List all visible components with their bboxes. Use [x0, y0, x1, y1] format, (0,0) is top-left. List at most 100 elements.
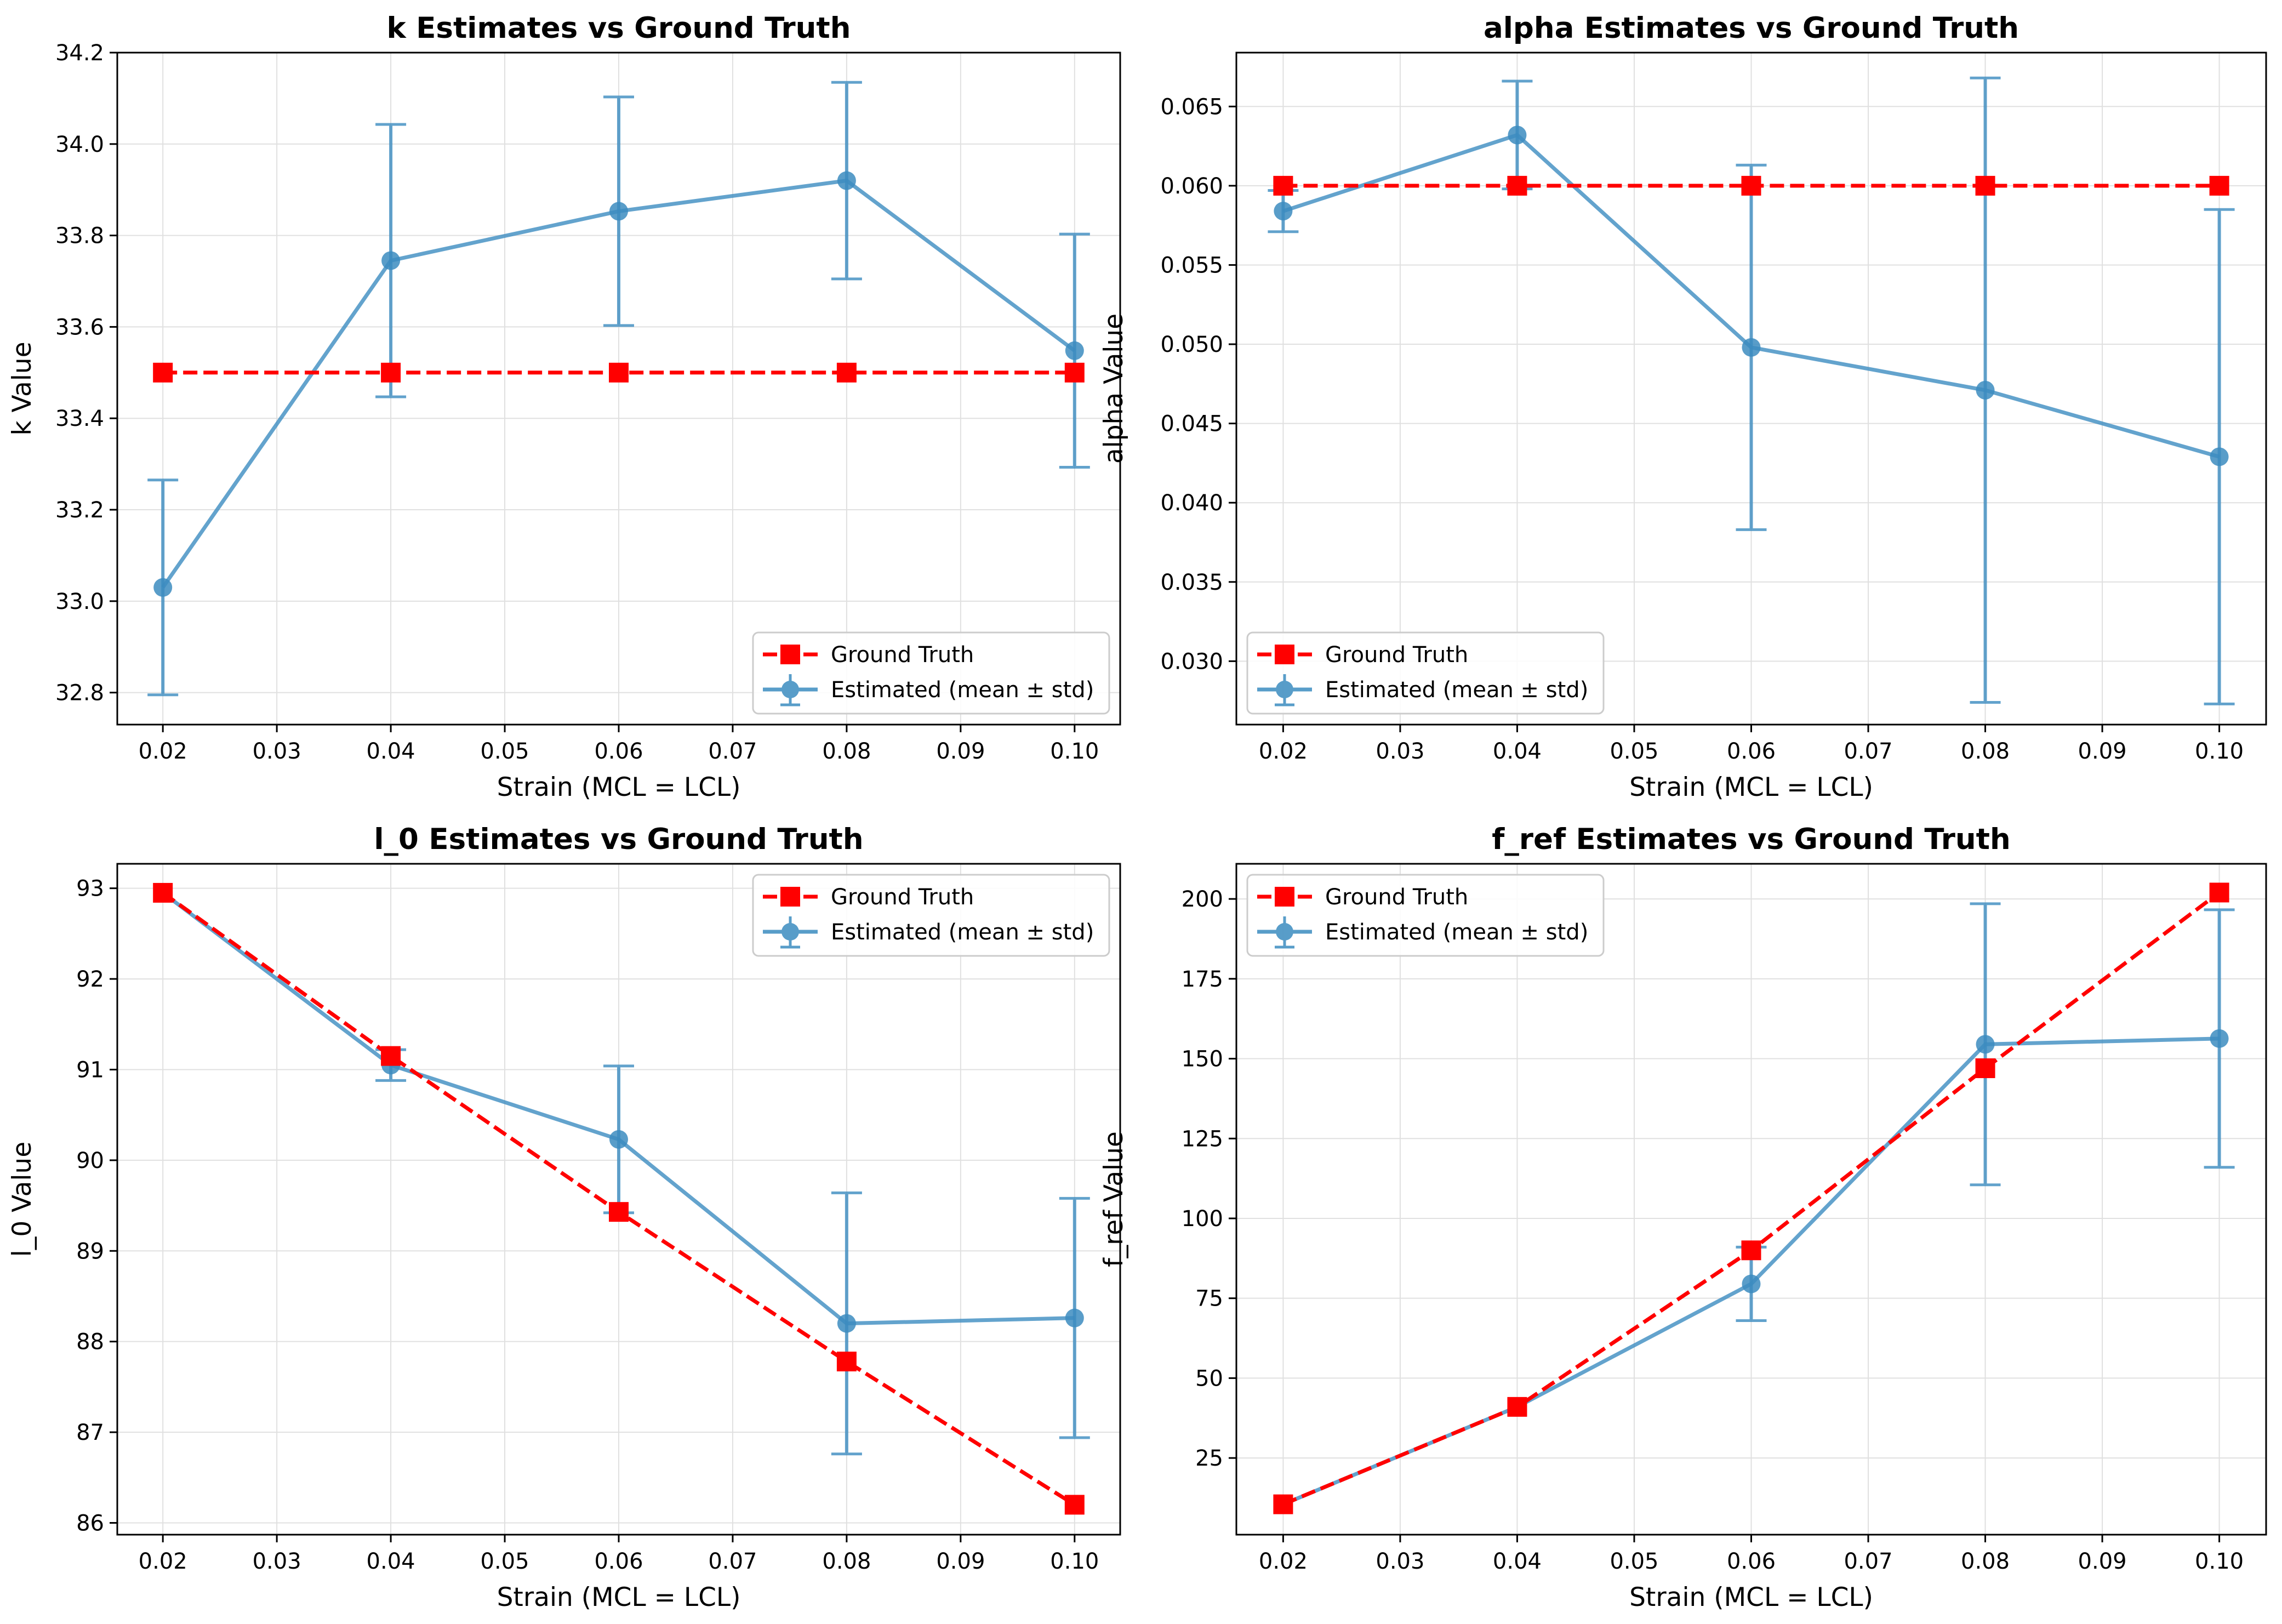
x-tick-label: 0.08: [1961, 739, 2010, 764]
legend-ground-truth-marker: [1275, 645, 1294, 664]
x-axis-label: Strain (MCL = LCL): [1629, 772, 1873, 802]
x-tick-label: 0.05: [1610, 739, 1658, 764]
estimated-point: [1742, 338, 1761, 357]
legend-ground-truth-marker: [780, 887, 800, 907]
y-tick-label: 75: [1195, 1286, 1223, 1312]
y-tick-label: 0.040: [1160, 491, 1223, 516]
ground-truth-point: [1741, 1240, 1761, 1261]
x-tick-label: 0.04: [367, 739, 415, 764]
legend-estimated-marker: [763, 674, 818, 706]
x-tick-label: 0.05: [481, 1549, 529, 1574]
x-tick-label: 0.05: [481, 739, 529, 764]
estimated-point: [2210, 1029, 2229, 1048]
legend-ground-truth-label: Ground Truth: [831, 642, 974, 668]
y-tick-label: 150: [1182, 1047, 1223, 1072]
estimated-point: [1065, 1308, 1084, 1327]
y-tick-label: 33.2: [55, 498, 104, 523]
x-tick-label: 0.08: [822, 739, 871, 764]
estimated-point: [381, 251, 401, 270]
legend-estimated-marker: [1257, 916, 1312, 949]
y-tick-label: 33.0: [55, 589, 104, 614]
estimated-point: [153, 578, 173, 597]
y-tick-label: 175: [1182, 967, 1223, 992]
ground-truth-point: [1507, 1397, 1527, 1417]
x-tick-label: 0.06: [594, 1549, 643, 1574]
x-tick-label: 0.03: [253, 739, 301, 764]
x-tick-label: 0.10: [1050, 739, 1099, 764]
x-axis-label: Strain (MCL = LCL): [1629, 1582, 1873, 1612]
legend: Ground Truth Estimated (mean ± std): [752, 631, 1110, 715]
y-tick-label: 91: [76, 1057, 104, 1082]
ground-truth-point: [1064, 1495, 1085, 1515]
x-tick-label: 0.02: [1259, 739, 1308, 764]
y-tick-label: 88: [76, 1330, 104, 1355]
y-axis-label: k Value: [7, 341, 37, 435]
x-tick-label: 0.03: [1376, 739, 1424, 764]
y-tick-label: 50: [1195, 1366, 1223, 1391]
x-tick-label: 0.04: [367, 1549, 415, 1574]
x-tick-label: 0.09: [936, 739, 985, 764]
x-tick-label: 0.09: [2078, 1549, 2127, 1574]
estimated-point: [1274, 202, 1293, 221]
x-tick-label: 0.10: [2195, 1549, 2244, 1574]
x-tick-label: 0.03: [1376, 1549, 1424, 1574]
y-tick-label: 34.2: [55, 41, 104, 66]
ground-truth-point: [153, 362, 173, 383]
x-tick-label: 0.10: [2195, 739, 2244, 764]
x-axis-label: Strain (MCL = LCL): [497, 1582, 741, 1612]
subplot-4: 0.02 0.03 0.04 0.05 0.06 0.07 0.08 0.09 0.10 25 50…: [1099, 823, 2267, 1612]
y-tick-label: 33.6: [55, 315, 104, 340]
legend-ground-truth-marker: [1275, 887, 1294, 907]
y-tick-label: 0.065: [1160, 94, 1223, 119]
x-tick-label: 0.07: [708, 1549, 757, 1574]
ground-truth-point: [1273, 175, 1293, 196]
y-axis-label: f_ref Value: [1099, 1131, 1129, 1267]
ground-truth-point: [1975, 175, 1995, 196]
ground-truth-point: [2209, 175, 2229, 196]
ground-truth-point: [1064, 362, 1085, 383]
ground-truth-point: [153, 882, 173, 903]
legend-ground-truth-label: Ground Truth: [831, 885, 974, 910]
subplot-1: 0.02 0.03 0.04 0.05 0.06 0.07 0.08 0.09 0.10 32.8…: [7, 12, 1121, 802]
ground-truth-point: [1975, 1058, 1995, 1079]
legend-ground-truth-marker: [780, 645, 800, 664]
legend: Ground Truth Estimated (mean ± std): [752, 874, 1110, 957]
x-tick-label: 0.08: [1961, 1549, 2010, 1574]
x-tick-label: 0.10: [1050, 1549, 1099, 1574]
x-tick-label: 0.07: [1844, 739, 1892, 764]
y-tick-label: 93: [76, 876, 104, 902]
ground-truth-point: [1507, 175, 1527, 196]
x-tick-label: 0.05: [1610, 1549, 1658, 1574]
x-tick-label: 0.04: [1493, 1549, 1542, 1574]
ground-truth-point: [1273, 1494, 1293, 1514]
ground-truth-point: [1741, 175, 1761, 196]
x-tick-label: 0.09: [2078, 739, 2127, 764]
estimated-point: [1508, 126, 1527, 145]
x-tick-label: 0.02: [1259, 1549, 1308, 1574]
y-tick-label: 33.8: [55, 224, 104, 249]
estimated-point: [609, 202, 628, 221]
y-tick-label: 92: [76, 967, 104, 992]
estimated-point: [2210, 447, 2229, 466]
y-tick-label: 0.055: [1160, 253, 1223, 278]
y-tick-label: 0.030: [1160, 649, 1223, 674]
y-tick-label: 33.4: [55, 406, 104, 431]
chart-title: k Estimates vs Ground Truth: [387, 12, 851, 45]
y-tick-label: 0.050: [1160, 332, 1223, 357]
x-tick-label: 0.04: [1493, 739, 1542, 764]
x-tick-label: 0.02: [139, 739, 187, 764]
estimated-point: [1065, 341, 1084, 360]
y-tick-label: 87: [76, 1420, 104, 1445]
x-tick-label: 0.09: [936, 1549, 985, 1574]
ground-truth-point: [381, 362, 401, 383]
x-axis-label: Strain (MCL = LCL): [497, 772, 741, 802]
ground-truth-point: [609, 362, 629, 383]
x-tick-label: 0.06: [1727, 1549, 1776, 1574]
subplot-2: 0.02 0.03 0.04 0.05 0.06 0.07 0.08 0.09 0.10 0.03…: [1099, 12, 2267, 802]
y-tick-label: 86: [76, 1511, 104, 1536]
legend-box: [752, 874, 1110, 957]
y-tick-label: 34.0: [55, 132, 104, 157]
x-tick-label: 0.07: [708, 739, 757, 764]
y-tick-label: 32.8: [55, 681, 104, 706]
